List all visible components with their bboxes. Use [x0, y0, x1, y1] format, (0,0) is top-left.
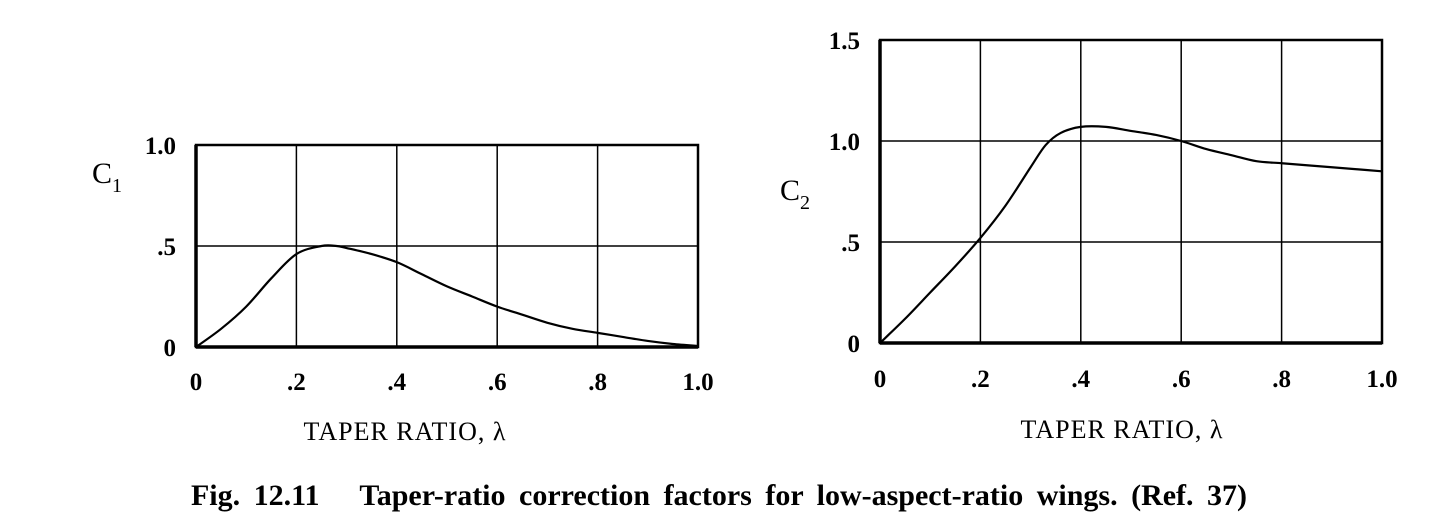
y-axis-label-main: C [780, 174, 800, 207]
y-tick-label: 1.5 [829, 28, 860, 55]
x-tick-label: .8 [588, 369, 607, 396]
x-tick-label: .6 [488, 369, 507, 396]
x-axis-label: TAPER RATIO, λ [304, 417, 507, 446]
y-tick-label: .5 [841, 230, 860, 257]
y-tick-label: 0 [164, 335, 177, 362]
y-tick-label: 1.0 [829, 129, 860, 156]
x-axis-label: TAPER RATIO, λ [1021, 415, 1224, 444]
chart-c2: 0 .2 .4 .6 .8 1.0 0 .5 1.0 1.5 TAPER RATIO, λ C2 [780, 28, 1398, 444]
y-axis-label-subscript: 1 [112, 175, 122, 197]
x-tick-label: .4 [1071, 366, 1090, 393]
x-tick-label: 0 [874, 366, 887, 393]
x-tick-label: 0 [190, 369, 203, 396]
x-tick-label: .2 [971, 366, 990, 393]
y-tick-label: 1.0 [145, 133, 176, 160]
x-tick-label: .4 [387, 369, 406, 396]
x-tick-label: 1.0 [1366, 366, 1397, 393]
y-axis-label: C1 [92, 157, 122, 197]
y-axis-label: C2 [780, 174, 810, 214]
x-tick-label: .6 [1172, 366, 1191, 393]
y-axis-label-main: C [92, 157, 112, 190]
x-tick-label: 1.0 [682, 369, 713, 396]
y-tick-label: .5 [157, 234, 176, 261]
series-line [195, 244, 699, 348]
x-tick-label: .2 [287, 369, 306, 396]
figure-caption: Fig. 12.11 Taper-ratio correction factor… [191, 479, 1247, 512]
x-tick-label: .8 [1272, 366, 1291, 393]
series-line [879, 125, 1383, 344]
chart-c1: 0 .2 .4 .6 .8 1.0 0 .5 1.0 TAPER RATIO, λ C1 [92, 133, 714, 446]
y-axis-label-subscript: 2 [800, 192, 810, 214]
y-tick-label: 0 [848, 331, 861, 358]
plot-frame [878, 38, 1384, 345]
